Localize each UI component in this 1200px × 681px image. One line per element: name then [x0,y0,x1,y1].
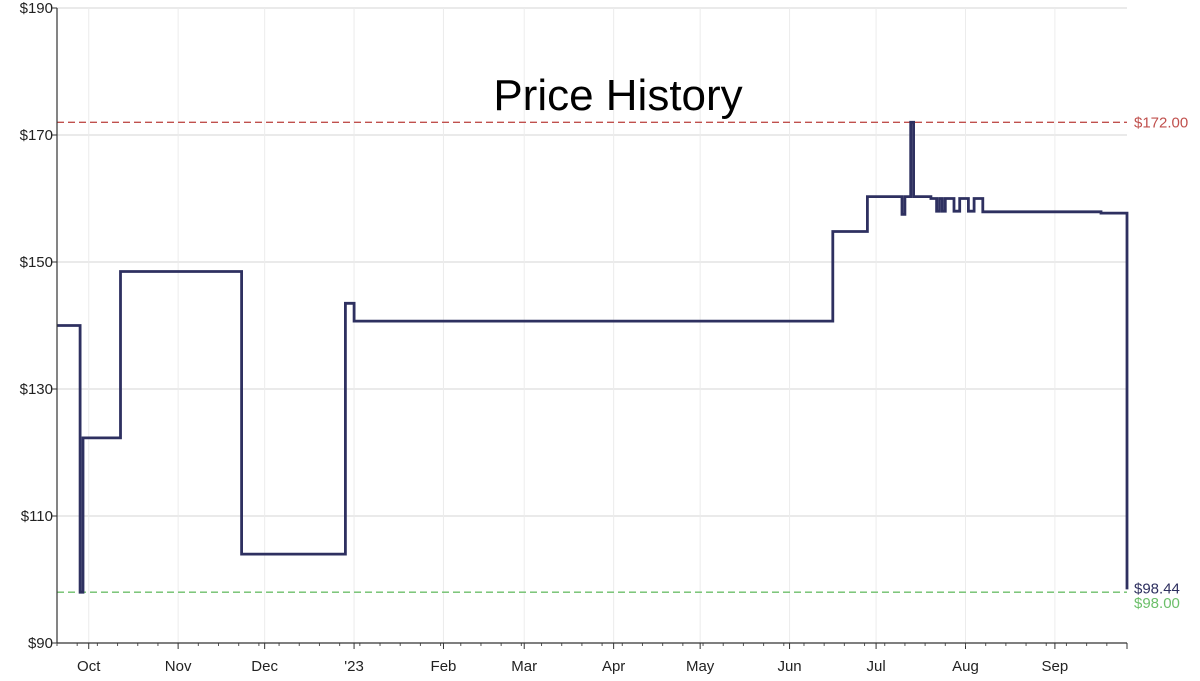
x-tick-label: Dec [251,658,278,675]
x-tick-label: '23 [344,658,364,675]
current-price-label: $98.44 [1134,580,1180,597]
x-tick-label: Mar [511,658,537,675]
x-tick-label: Aug [952,658,979,675]
x-tick-label: Jun [777,658,801,675]
axes [52,7,1128,649]
x-tick-label: May [686,658,715,675]
y-tick-label: $190 [20,0,53,17]
reference-label: $98.00 [1134,595,1180,612]
reference-lines: $172.00 $98.00$98.44 [57,114,1188,612]
x-tick-label: Jul [866,658,885,675]
reference-label: $172.00 [1134,114,1188,131]
grid-lines [57,7,1127,643]
y-tick-label: $90 [28,635,53,652]
x-tick-label: Feb [431,658,457,675]
y-tick-label: $110 [21,508,53,525]
y-tick-label: $170 [20,127,53,144]
price-line [57,120,1129,594]
y-tick-label: $150 [20,254,53,271]
x-tick-label: Apr [602,658,625,675]
chart-title: Price History [493,71,742,120]
x-tick-label: Sep [1042,658,1069,675]
x-tick-label: Oct [77,658,101,675]
series-layer [57,120,1129,594]
tick-labels: $90 $110 $130 $150 $170 $190 Oct Nov Dec '23 Feb Ma… [20,0,1069,675]
y-tick-label: $130 [20,381,53,398]
x-tick-label: Nov [165,658,192,675]
